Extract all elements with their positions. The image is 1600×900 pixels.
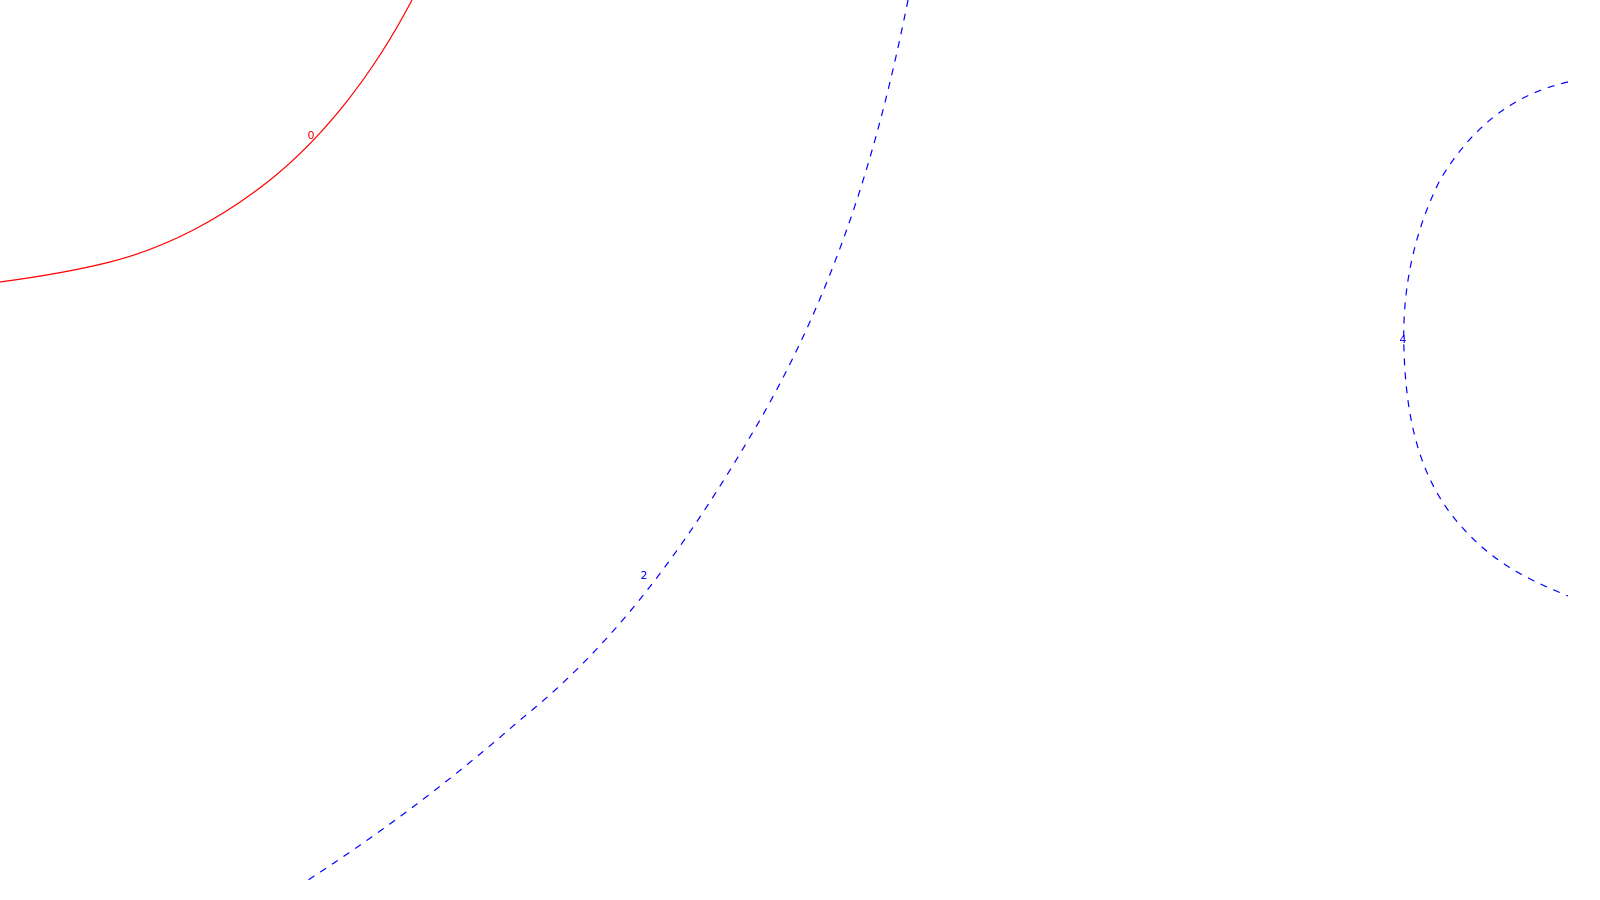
contour-label-2: 2 <box>641 569 648 582</box>
contour-label-0: 0 <box>308 129 315 142</box>
contour-line-0 <box>0 0 413 283</box>
contour-line-4 <box>1403 81 1569 597</box>
contour-line-2 <box>304 0 909 883</box>
contour-label-4: 4 <box>1400 333 1407 346</box>
